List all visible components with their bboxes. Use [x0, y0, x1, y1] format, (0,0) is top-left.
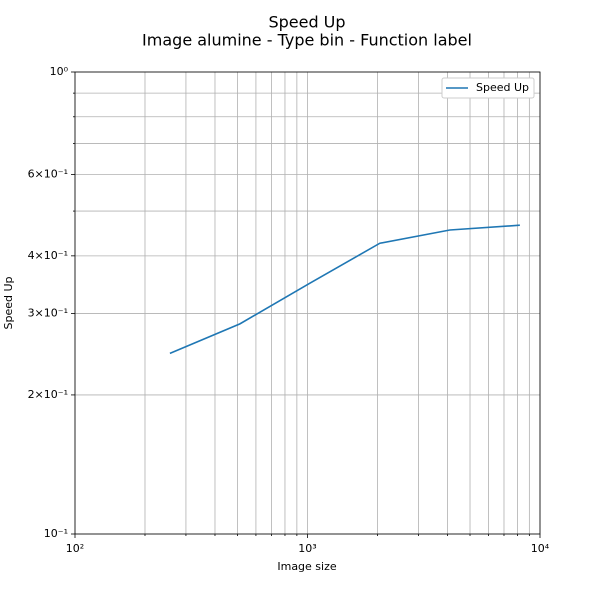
- y-tick-label: 10⁰: [50, 65, 69, 78]
- chart-title: Speed Up: [268, 13, 345, 32]
- y-tick-label: 10⁻¹: [44, 527, 68, 540]
- line-series: [169, 224, 520, 355]
- plot-frame: [74, 71, 541, 535]
- y-tick-label: 4×10⁻¹: [28, 249, 68, 262]
- y-tick-label: 2×10⁻¹: [28, 388, 68, 401]
- x-axis-label: Image size: [277, 560, 337, 573]
- chart-subtitle: Image alumine - Type bin - Function labe…: [142, 31, 472, 50]
- legend-box: [441, 77, 535, 99]
- y-tick-label: 6×10⁻¹: [28, 167, 68, 180]
- y-tick-label: 3×10⁻¹: [28, 307, 68, 320]
- x-tick-label: 10⁴: [531, 542, 550, 555]
- y-axis-label: Speed Up: [2, 276, 15, 329]
- x-tick-label: 10²: [66, 542, 84, 555]
- legend-label: Speed Up: [476, 81, 529, 94]
- x-tick-label: 10³: [298, 542, 316, 555]
